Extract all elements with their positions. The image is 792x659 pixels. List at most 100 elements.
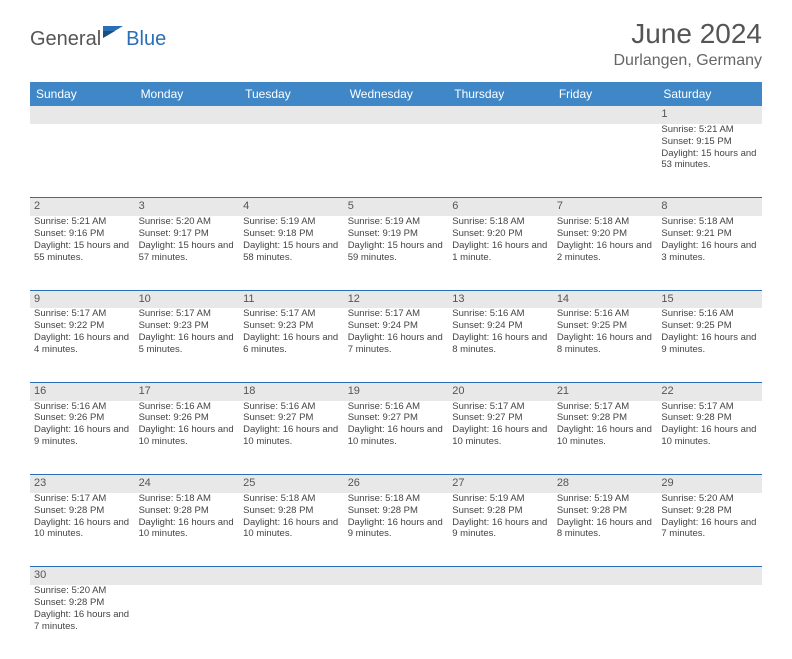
weekday-header-row: SundayMondayTuesdayWednesdayThursdayFrid… bbox=[30, 82, 762, 106]
week-row: Sunrise: 5:21 AMSunset: 9:15 PMDaylight:… bbox=[30, 124, 762, 198]
day-cell bbox=[239, 124, 344, 198]
calendar-body: 1 Sunrise: 5:21 AMSunset: 9:15 PMDayligh… bbox=[30, 106, 762, 659]
day-number bbox=[448, 106, 553, 124]
day-cell bbox=[553, 585, 658, 659]
day-number: 9 bbox=[30, 290, 135, 308]
weekday-header: Sunday bbox=[30, 82, 135, 106]
day-number bbox=[344, 567, 449, 585]
day-number bbox=[135, 567, 240, 585]
week-row: Sunrise: 5:16 AMSunset: 9:26 PMDaylight:… bbox=[30, 401, 762, 475]
day-cell: Sunrise: 5:16 AMSunset: 9:25 PMDaylight:… bbox=[657, 308, 762, 382]
day-number bbox=[239, 106, 344, 124]
day-number: 24 bbox=[135, 475, 240, 493]
day-cell: Sunrise: 5:16 AMSunset: 9:24 PMDaylight:… bbox=[448, 308, 553, 382]
day-number: 6 bbox=[448, 198, 553, 216]
day-number: 18 bbox=[239, 382, 344, 400]
day-number: 13 bbox=[448, 290, 553, 308]
daynum-row: 23242526272829 bbox=[30, 475, 762, 493]
day-cell: Sunrise: 5:18 AMSunset: 9:20 PMDaylight:… bbox=[448, 216, 553, 290]
day-number bbox=[553, 106, 658, 124]
day-cell: Sunrise: 5:17 AMSunset: 9:28 PMDaylight:… bbox=[553, 401, 658, 475]
day-number: 10 bbox=[135, 290, 240, 308]
location: Durlangen, Germany bbox=[613, 52, 762, 70]
weekday-header: Thursday bbox=[448, 82, 553, 106]
day-number: 4 bbox=[239, 198, 344, 216]
day-number: 22 bbox=[657, 382, 762, 400]
weekday-header: Monday bbox=[135, 82, 240, 106]
day-cell bbox=[30, 124, 135, 198]
day-cell: Sunrise: 5:20 AMSunset: 9:28 PMDaylight:… bbox=[30, 585, 135, 659]
weekday-header: Friday bbox=[553, 82, 658, 106]
day-cell: Sunrise: 5:19 AMSunset: 9:18 PMDaylight:… bbox=[239, 216, 344, 290]
day-cell: Sunrise: 5:18 AMSunset: 9:28 PMDaylight:… bbox=[135, 493, 240, 567]
day-cell bbox=[448, 124, 553, 198]
daynum-row: 1 bbox=[30, 106, 762, 124]
header: General Blue June 2024 Durlangen, German… bbox=[0, 0, 792, 78]
day-cell bbox=[344, 585, 449, 659]
weekday-header: Tuesday bbox=[239, 82, 344, 106]
title-block: June 2024 Durlangen, Germany bbox=[613, 18, 762, 70]
day-number: 27 bbox=[448, 475, 553, 493]
day-number: 3 bbox=[135, 198, 240, 216]
logo-text-general: General bbox=[30, 28, 101, 51]
day-cell: Sunrise: 5:16 AMSunset: 9:25 PMDaylight:… bbox=[553, 308, 658, 382]
day-number bbox=[553, 567, 658, 585]
day-number: 5 bbox=[344, 198, 449, 216]
week-row: Sunrise: 5:17 AMSunset: 9:22 PMDaylight:… bbox=[30, 308, 762, 382]
day-cell: Sunrise: 5:16 AMSunset: 9:27 PMDaylight:… bbox=[239, 401, 344, 475]
day-cell bbox=[657, 585, 762, 659]
week-row: Sunrise: 5:21 AMSunset: 9:16 PMDaylight:… bbox=[30, 216, 762, 290]
day-cell: Sunrise: 5:21 AMSunset: 9:16 PMDaylight:… bbox=[30, 216, 135, 290]
day-cell bbox=[135, 585, 240, 659]
day-number bbox=[135, 106, 240, 124]
day-number: 25 bbox=[239, 475, 344, 493]
day-cell: Sunrise: 5:16 AMSunset: 9:26 PMDaylight:… bbox=[135, 401, 240, 475]
day-number: 7 bbox=[553, 198, 658, 216]
day-number: 17 bbox=[135, 382, 240, 400]
day-number bbox=[30, 106, 135, 124]
day-number: 29 bbox=[657, 475, 762, 493]
day-number: 26 bbox=[344, 475, 449, 493]
day-number: 19 bbox=[344, 382, 449, 400]
day-number: 16 bbox=[30, 382, 135, 400]
day-number bbox=[657, 567, 762, 585]
day-cell: Sunrise: 5:19 AMSunset: 9:28 PMDaylight:… bbox=[553, 493, 658, 567]
day-number: 21 bbox=[553, 382, 658, 400]
day-cell: Sunrise: 5:18 AMSunset: 9:28 PMDaylight:… bbox=[344, 493, 449, 567]
daynum-row: 2345678 bbox=[30, 198, 762, 216]
day-number bbox=[239, 567, 344, 585]
day-cell: Sunrise: 5:20 AMSunset: 9:28 PMDaylight:… bbox=[657, 493, 762, 567]
day-number: 30 bbox=[30, 567, 135, 585]
daynum-row: 30 bbox=[30, 567, 762, 585]
weekday-header: Saturday bbox=[657, 82, 762, 106]
day-number: 28 bbox=[553, 475, 658, 493]
day-cell: Sunrise: 5:17 AMSunset: 9:28 PMDaylight:… bbox=[30, 493, 135, 567]
day-cell: Sunrise: 5:20 AMSunset: 9:17 PMDaylight:… bbox=[135, 216, 240, 290]
day-number: 20 bbox=[448, 382, 553, 400]
day-cell: Sunrise: 5:18 AMSunset: 9:20 PMDaylight:… bbox=[553, 216, 658, 290]
day-number: 11 bbox=[239, 290, 344, 308]
day-number: 23 bbox=[30, 475, 135, 493]
day-cell: Sunrise: 5:16 AMSunset: 9:27 PMDaylight:… bbox=[344, 401, 449, 475]
day-cell: Sunrise: 5:18 AMSunset: 9:21 PMDaylight:… bbox=[657, 216, 762, 290]
day-cell: Sunrise: 5:21 AMSunset: 9:15 PMDaylight:… bbox=[657, 124, 762, 198]
day-cell bbox=[553, 124, 658, 198]
month-title: June 2024 bbox=[613, 18, 762, 50]
day-cell bbox=[448, 585, 553, 659]
flag-icon bbox=[103, 24, 125, 45]
calendar-table: SundayMondayTuesdayWednesdayThursdayFrid… bbox=[30, 82, 762, 659]
day-number: 8 bbox=[657, 198, 762, 216]
day-cell: Sunrise: 5:16 AMSunset: 9:26 PMDaylight:… bbox=[30, 401, 135, 475]
day-number: 14 bbox=[553, 290, 658, 308]
logo-text-blue: Blue bbox=[126, 28, 166, 51]
day-number bbox=[448, 567, 553, 585]
day-cell bbox=[135, 124, 240, 198]
day-number: 2 bbox=[30, 198, 135, 216]
weekday-header: Wednesday bbox=[344, 82, 449, 106]
logo: General Blue bbox=[30, 24, 166, 55]
day-cell: Sunrise: 5:17 AMSunset: 9:23 PMDaylight:… bbox=[239, 308, 344, 382]
day-cell: Sunrise: 5:19 AMSunset: 9:28 PMDaylight:… bbox=[448, 493, 553, 567]
day-cell: Sunrise: 5:19 AMSunset: 9:19 PMDaylight:… bbox=[344, 216, 449, 290]
week-row: Sunrise: 5:20 AMSunset: 9:28 PMDaylight:… bbox=[30, 585, 762, 659]
day-cell: Sunrise: 5:17 AMSunset: 9:28 PMDaylight:… bbox=[657, 401, 762, 475]
